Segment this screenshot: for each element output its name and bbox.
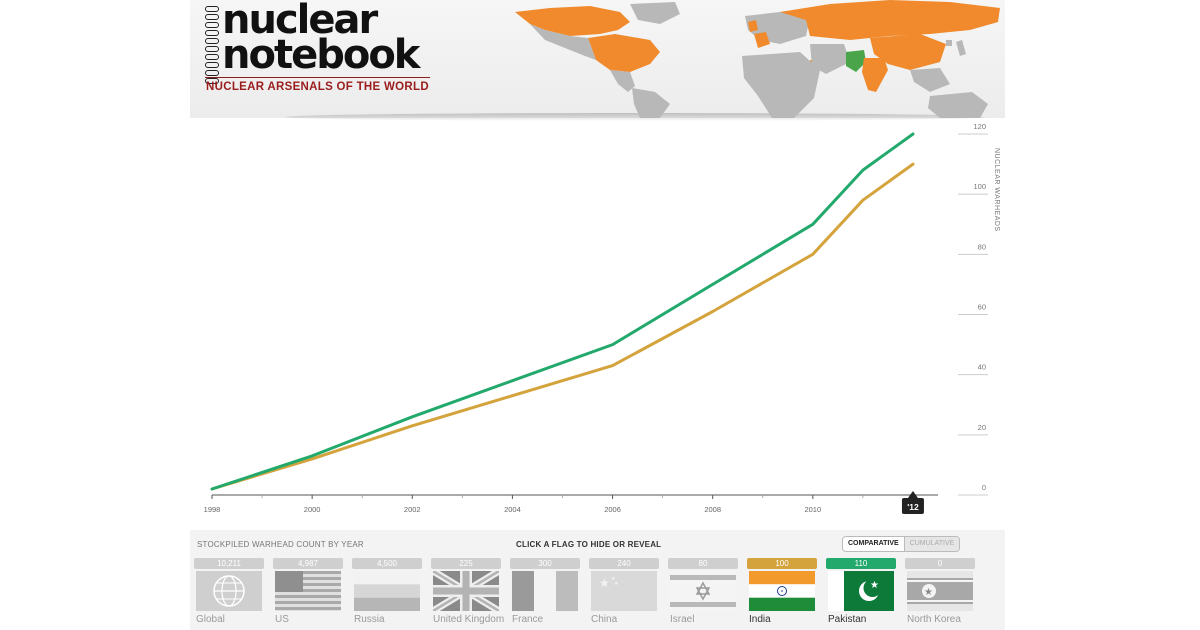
map-greenland	[630, 2, 680, 24]
series-line-pakistan	[210, 132, 915, 491]
map-china	[870, 34, 946, 70]
svg-text:★: ★	[611, 576, 616, 582]
cumulative-button[interactable]: CUMULATIVE	[904, 537, 960, 551]
x-tick-label: 2008	[704, 505, 721, 514]
map-canada	[515, 6, 630, 36]
warhead-count: 100	[747, 558, 817, 569]
line-chart: 1998 2000 2002 2004 2006 2008 2010 0 20 40 60 80 100…	[204, 122, 1000, 514]
russia-flag-icon	[354, 571, 420, 611]
map-japan	[956, 40, 966, 56]
warhead-count: 4,987	[273, 558, 343, 569]
svg-text:★: ★	[870, 580, 879, 591]
flag-label: Russia	[354, 614, 385, 625]
x-tick-label: 2006	[604, 505, 621, 514]
page-subtitle: NUCLEAR ARSENALS OF THE WORLD	[206, 81, 429, 93]
map-central-america	[610, 70, 635, 92]
map-india	[862, 58, 888, 92]
logo-line-2: notebook	[222, 32, 420, 78]
flag-item-russia[interactable]: 4,500 Russia	[352, 558, 422, 630]
x-tick-label: 2000	[304, 505, 321, 514]
y-tick-label: 100	[973, 182, 986, 191]
flag-item-global[interactable]: 10,211 Global	[194, 558, 264, 630]
flag-item-north-korea[interactable]: 0 ★ North Korea	[905, 558, 975, 630]
x-tick-label: 2002	[404, 505, 421, 514]
current-year-marker	[901, 498, 924, 514]
flag-label: US	[275, 614, 289, 625]
flag-item-united-kingdom[interactable]: 225 United Kingdom	[431, 558, 505, 630]
map-usa	[588, 34, 660, 72]
warhead-count: 80	[668, 558, 738, 569]
x-tick-label: 2010	[804, 505, 821, 514]
flag-item-france[interactable]: 300 France	[510, 558, 580, 630]
flag-label: Pakistan	[828, 614, 867, 625]
flag-item-china[interactable]: 240 ★ ★ ★ China	[589, 558, 659, 630]
header-shadow	[285, 113, 985, 121]
logo-divider	[205, 77, 430, 78]
china-flag-icon: ★ ★ ★	[591, 571, 657, 611]
map-middle-east	[810, 44, 850, 74]
north-korea-flag-icon: ★	[907, 571, 973, 611]
notebook-spiral-icon	[205, 6, 219, 84]
click-instruction: CLICK A FLAG TO HIDE OR REVEAL	[516, 540, 662, 549]
warhead-count: 240	[589, 558, 659, 569]
flag-item-israel[interactable]: 80 Israel	[668, 558, 738, 630]
globe-icon	[196, 571, 262, 611]
pakistan-flag-icon: ★	[828, 571, 894, 611]
svg-text:★: ★	[924, 587, 933, 598]
map-north-america-rest	[530, 24, 596, 60]
logo-line-1: nuclear	[222, 0, 378, 43]
flag-label: Israel	[670, 614, 695, 625]
world-map[interactable]	[510, 0, 1005, 118]
warhead-count: 10,211	[194, 558, 264, 569]
flag-item-us[interactable]: 4,987 US	[273, 558, 343, 630]
y-tick-label: 80	[978, 242, 986, 251]
warhead-count: 300	[510, 558, 580, 569]
flag-label: India	[749, 614, 771, 625]
map-uk	[748, 20, 758, 32]
us-flag-icon	[275, 571, 341, 611]
flag-label: Global	[196, 614, 225, 625]
comparative-button[interactable]: COMPARATIVE	[843, 537, 905, 551]
map-russia	[780, 0, 1000, 40]
map-africa	[742, 52, 820, 118]
flag-label: France	[512, 614, 544, 625]
map-southeast-asia	[910, 68, 950, 92]
flag-label: China	[591, 614, 618, 625]
y-tick-label: 40	[978, 363, 986, 372]
stockpiled-label: STOCKPILED WARHEAD COUNT BY YEAR	[197, 540, 364, 549]
svg-text:★: ★	[614, 581, 619, 587]
france-flag-icon	[512, 571, 578, 611]
map-pakistan	[846, 50, 866, 72]
map-france	[754, 32, 770, 48]
map-south-america	[632, 88, 670, 118]
uk-flag-icon	[433, 571, 499, 611]
y-tick-label: 0	[982, 483, 986, 492]
series-line-india	[210, 162, 915, 491]
flag-item-india[interactable]: 100 India	[747, 558, 817, 630]
flag-label: North Korea	[907, 614, 961, 625]
warhead-count: 110	[826, 558, 896, 569]
flag-label: United Kingdom	[433, 614, 505, 625]
y-tick-label: 120	[973, 122, 986, 131]
y-tick-label: 60	[978, 303, 986, 312]
israel-flag-icon	[670, 571, 736, 611]
warhead-count: 225	[431, 558, 501, 569]
flag-item-pakistan[interactable]: 110 ★ Pakistan	[826, 558, 896, 630]
map-north-korea	[946, 40, 952, 46]
x-tick-label: 2004	[504, 505, 521, 514]
view-toggle: COMPARATIVE CUMULATIVE	[842, 536, 961, 552]
x-tick-label: 1998	[204, 505, 221, 514]
current-year-label: '12	[907, 502, 919, 512]
y-tick-label: 20	[978, 423, 986, 432]
current-year-pointer	[907, 491, 918, 498]
warhead-count: 0	[905, 558, 975, 569]
y-axis-label: NUCLEAR WARHEADS	[993, 148, 1000, 232]
svg-text:★: ★	[599, 576, 610, 590]
india-flag-icon	[749, 571, 815, 611]
map-australia	[928, 92, 988, 118]
warhead-count: 4,500	[352, 558, 422, 569]
